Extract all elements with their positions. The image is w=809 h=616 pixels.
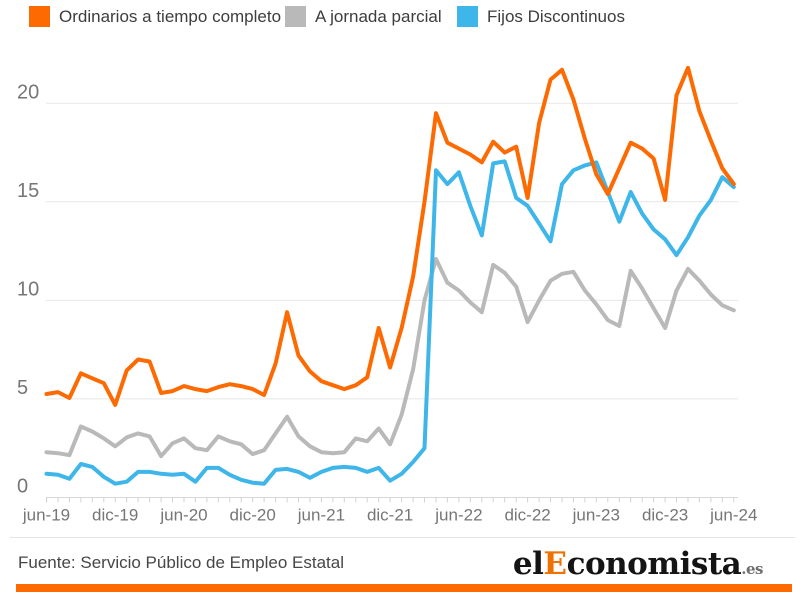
svg-text:jun-19: jun-19 [22, 506, 70, 525]
series-parcial-line [44, 257, 736, 459]
legend-item-fijos: Fijos Discontinuos [457, 6, 625, 27]
svg-text:jun-24: jun-24 [709, 506, 757, 525]
svg-text:10: 10 [17, 278, 39, 300]
svg-text:dic-19: dic-19 [92, 506, 138, 525]
chart-legend: Ordinarios a tiempo completo A jornada p… [0, 0, 809, 36]
svg-text:jun-21: jun-21 [297, 506, 345, 525]
footer-accent-bar [16, 584, 792, 592]
legend-label-fijos: Fijos Discontinuos [487, 6, 625, 26]
series-ordinarios-line [44, 65, 736, 407]
x-axis-ticks [46, 497, 735, 503]
svg-text:15: 15 [17, 180, 39, 202]
legend-label-ordinarios: Ordinarios a tiempo completo [59, 6, 282, 26]
source-attribution: Fuente: Servicio Público de Empleo Estat… [18, 553, 345, 572]
legend-item-parcial: A jornada parcial [285, 6, 442, 27]
logo-el: el [512, 546, 544, 582]
legend-swatch-fijos [457, 6, 478, 27]
svg-text:5: 5 [17, 377, 28, 399]
legend-label-parcial: A jornada parcial [315, 6, 442, 26]
svg-text:0: 0 [17, 476, 28, 498]
svg-text:dic-23: dic-23 [642, 506, 688, 525]
svg-text:jun-20: jun-20 [159, 506, 207, 525]
logo-e-accent: E [543, 546, 567, 582]
svg-text:dic-21: dic-21 [367, 506, 413, 525]
logo-tld: .es [741, 560, 763, 578]
logo-conomista: conomista [566, 546, 742, 582]
svg-text:20: 20 [17, 81, 39, 103]
svg-text:dic-20: dic-20 [230, 506, 276, 525]
series-fijos-line [44, 159, 736, 486]
svg-text:jun-22: jun-22 [434, 506, 482, 525]
series-lines [44, 65, 736, 486]
svg-text:dic-22: dic-22 [504, 506, 550, 525]
legend-item-ordinarios: Ordinarios a tiempo completo [29, 6, 281, 27]
line-chart: 0 5 10 15 20 jun-19 dic-19 jun-20 dic-20 jun-21 di… [17, 65, 758, 525]
y-axis-labels: 0 5 10 15 20 [17, 81, 39, 497]
eleconomista-logo: elEconomista.es [512, 546, 764, 585]
legend-swatch-parcial [285, 6, 306, 27]
footer-divider [10, 537, 795, 538]
x-axis-labels: jun-19 dic-19 jun-20 dic-20 jun-21 dic-21 jun-… [22, 506, 758, 525]
svg-text:jun-23: jun-23 [572, 506, 620, 525]
legend-swatch-ordinarios [29, 6, 50, 27]
